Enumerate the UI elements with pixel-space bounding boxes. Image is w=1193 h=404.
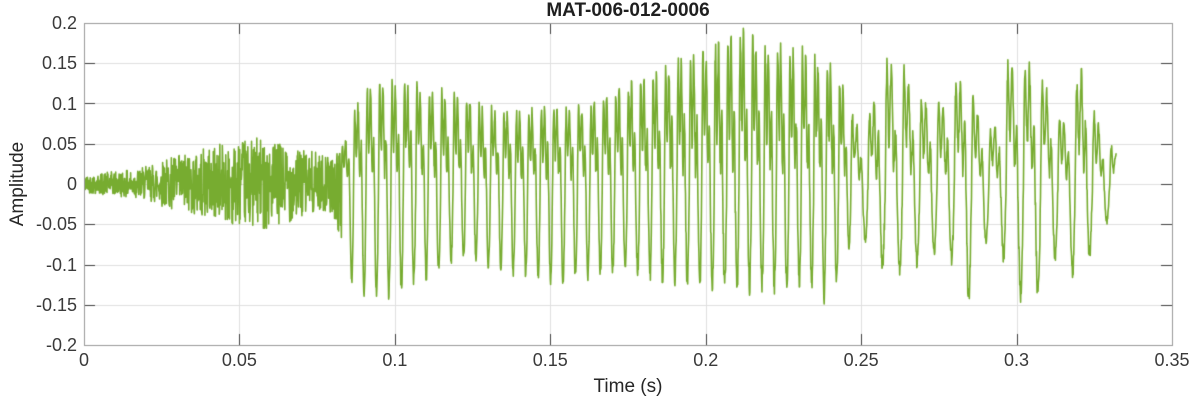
y-tick-label: 0.1 (51, 93, 77, 114)
x-axis-label: Time (s) (593, 376, 663, 397)
x-tick-label: 0.05 (221, 350, 257, 370)
x-tick-label: 0.3 (1004, 350, 1030, 370)
y-tick-label: 0 (66, 174, 77, 194)
x-tick-label: 0.1 (382, 350, 408, 370)
y-tick-label: -0.05 (35, 214, 77, 235)
x-tick-label: 0.15 (532, 350, 568, 370)
y-tick-label: -0.1 (45, 254, 77, 275)
y-tick-label: 0.05 (41, 133, 77, 154)
x-tick-label: 0.35 (1154, 350, 1190, 370)
x-tick-label: 0 (78, 350, 89, 370)
y-tick-label: -0.2 (45, 335, 77, 355)
y-tick-label: 0.15 (41, 53, 77, 74)
y-tick-label: -0.15 (35, 294, 77, 315)
x-tick-label: 0.25 (843, 350, 879, 370)
y-tick-label: 0.2 (51, 13, 77, 33)
x-tick-label: 0.2 (693, 350, 719, 370)
plot-title: MAT-006-012-0006 (546, 0, 710, 21)
